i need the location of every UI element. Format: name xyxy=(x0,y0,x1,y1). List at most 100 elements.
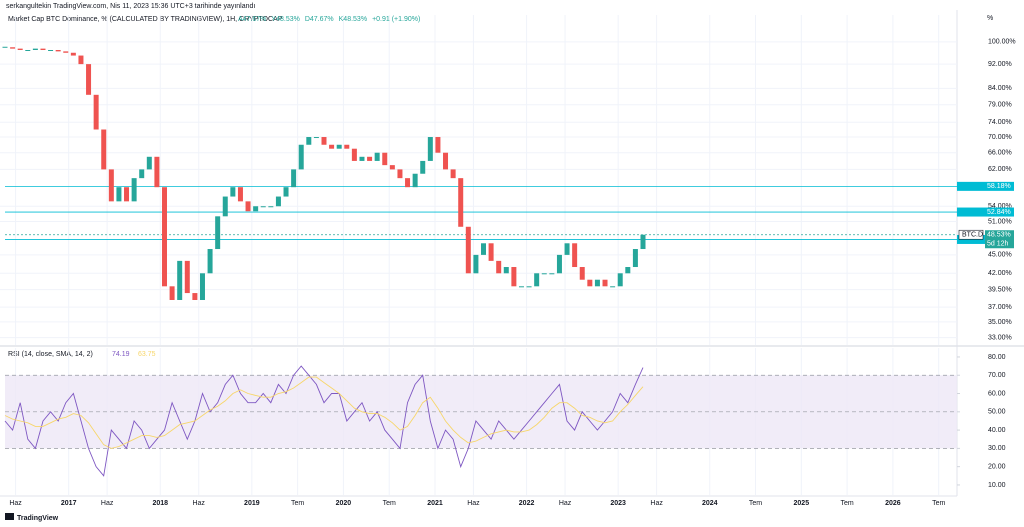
y-tick-label: 42.00% xyxy=(988,270,1012,277)
countdown: 5d 12h xyxy=(987,241,1009,248)
y-tick-label: 33.00% xyxy=(988,334,1012,341)
candle xyxy=(435,137,441,153)
rsi-line xyxy=(4,365,644,477)
candle xyxy=(359,156,365,161)
y-tick-label: 50.00 xyxy=(988,409,1006,416)
candle xyxy=(283,187,289,197)
y-tick-label: 30.00 xyxy=(988,445,1006,452)
candle xyxy=(101,129,107,170)
candle xyxy=(481,243,486,255)
candle xyxy=(534,273,540,287)
y-tick-label: 84.00% xyxy=(988,85,1012,92)
candle xyxy=(389,165,395,170)
ohlc-value: D47.67% xyxy=(305,16,334,23)
candle xyxy=(17,48,23,51)
candle xyxy=(230,187,236,197)
x-tick-label: Haz xyxy=(650,500,663,507)
ohlc-value: K48.53% xyxy=(339,16,367,23)
candle xyxy=(55,50,61,52)
y-tick-label: 74.00% xyxy=(988,119,1012,126)
candle xyxy=(222,196,228,217)
y-tick-label: 51.00% xyxy=(988,218,1012,225)
x-tick-label: Tem xyxy=(932,500,945,507)
candle xyxy=(169,286,175,300)
candle xyxy=(321,137,327,145)
x-tick-label: 2020 xyxy=(336,500,352,507)
candle xyxy=(450,169,456,179)
x-tick-label: Haz xyxy=(9,500,22,507)
y-tick-label: 20.00 xyxy=(988,464,1006,471)
candle xyxy=(610,286,616,288)
candle xyxy=(245,201,251,212)
candle xyxy=(556,254,562,274)
candle xyxy=(78,55,84,65)
candle xyxy=(594,279,600,287)
candle xyxy=(458,178,464,227)
unit: % xyxy=(987,15,993,22)
y-tick-label: 37.00% xyxy=(988,304,1012,311)
x-tick-label: 2017 xyxy=(61,500,77,507)
candle xyxy=(579,267,585,280)
x-tick-label: Tem xyxy=(383,500,396,507)
legend-entry: 74.19 xyxy=(112,351,130,358)
x-tick-label: Tem xyxy=(749,500,762,507)
y-tick-label: 60.00 xyxy=(988,390,1006,397)
x-tick-label: Haz xyxy=(192,500,205,507)
candle xyxy=(465,226,471,274)
y-tick-label: 70.00 xyxy=(988,372,1006,379)
candle xyxy=(154,156,160,188)
candle xyxy=(587,279,593,287)
chart-title: Market Cap BTC Dominance, % (CALCULATED … xyxy=(8,16,283,23)
candle xyxy=(344,144,350,149)
candle xyxy=(70,52,76,56)
y-tick-label: 92.00% xyxy=(988,61,1012,68)
x-tick-label: Haz xyxy=(559,500,572,507)
candle xyxy=(253,206,259,212)
brand: TradingView xyxy=(17,515,59,522)
candle xyxy=(237,187,243,202)
candle xyxy=(329,144,335,149)
y-tick-label: 100.00% xyxy=(988,39,1016,46)
candle xyxy=(116,187,122,202)
candle xyxy=(503,267,509,274)
candle xyxy=(420,160,426,174)
candle xyxy=(473,254,479,274)
ohlc-value: A47.67% xyxy=(238,16,266,23)
y-tick-label: 62.00% xyxy=(988,166,1012,173)
candle xyxy=(93,94,99,130)
publisher: serkangultekin TradingView.com, Nis 11, … xyxy=(6,3,255,10)
candle xyxy=(40,48,46,51)
x-tick-label: 2018 xyxy=(152,500,168,507)
y-tick-label: 45.00% xyxy=(988,252,1012,259)
candle xyxy=(177,260,183,300)
ohlc-value: +0.91 (+1.90%) xyxy=(372,16,420,23)
y-tick-label: 70.00% xyxy=(988,134,1012,141)
level-label: 58.18% xyxy=(987,183,1011,190)
candle xyxy=(526,286,532,288)
y-tick-label: 54.00% xyxy=(988,203,1012,210)
candle xyxy=(291,169,297,188)
candle xyxy=(306,137,312,145)
candle xyxy=(518,286,524,288)
candle xyxy=(207,249,213,274)
y-tick-label: 35.00% xyxy=(988,319,1012,326)
candle xyxy=(199,273,205,300)
legend-entry: 63.75 xyxy=(138,351,156,358)
y-tick-label: 79.00% xyxy=(988,102,1012,109)
candle xyxy=(382,152,388,166)
candle xyxy=(541,273,547,275)
symbol-tag xyxy=(958,229,984,240)
y-tick-label: 40.00 xyxy=(988,427,1006,434)
x-tick-label: Haz xyxy=(467,500,480,507)
candle xyxy=(488,243,494,261)
candle xyxy=(2,46,8,48)
candle xyxy=(625,267,631,274)
candle xyxy=(367,156,373,161)
candle xyxy=(443,152,449,170)
candle xyxy=(260,206,266,208)
candle xyxy=(63,51,69,53)
candle xyxy=(162,187,167,287)
candle xyxy=(564,243,570,255)
candle xyxy=(511,267,517,287)
candle xyxy=(427,137,433,161)
